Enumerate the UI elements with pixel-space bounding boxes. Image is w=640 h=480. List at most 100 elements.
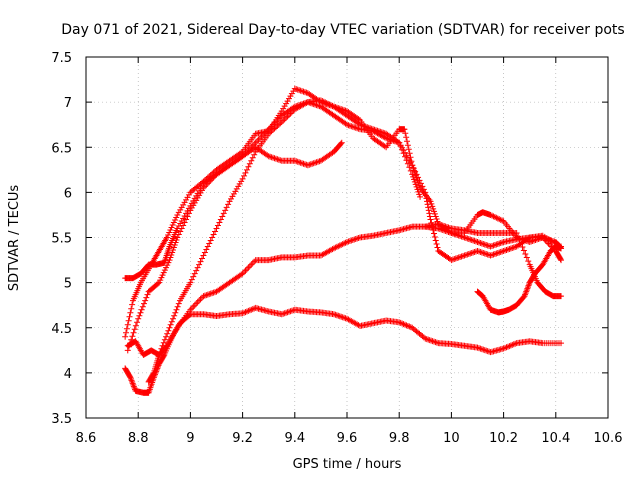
data-point [222, 207, 229, 214]
data-point [448, 257, 455, 264]
data-point [197, 296, 204, 303]
x-axis-label: GPS time / hours [293, 457, 402, 472]
data-point [287, 110, 294, 117]
data-point [294, 158, 301, 165]
data-point [415, 174, 422, 181]
data-point [484, 242, 491, 249]
data-point [474, 344, 481, 351]
data-point [280, 117, 287, 124]
data-point [336, 242, 343, 249]
data-point [442, 223, 449, 230]
data-point [480, 346, 487, 353]
data-point [464, 235, 471, 242]
data-point [223, 204, 230, 211]
data-point [307, 100, 314, 107]
data-point [183, 216, 190, 223]
data-point [496, 240, 503, 247]
data-point [252, 139, 259, 146]
data-point [344, 121, 350, 128]
data-point [407, 159, 414, 166]
data-point [338, 313, 345, 320]
data-point [439, 222, 446, 229]
data-point [296, 87, 303, 94]
data-point [346, 238, 353, 245]
data-point [214, 222, 221, 229]
data-point [193, 300, 200, 307]
data-point [165, 259, 172, 266]
data-point [181, 199, 188, 206]
data-point [185, 210, 192, 217]
x-tick-label: 10.6 [594, 431, 623, 446]
data-point [403, 134, 410, 141]
data-point [434, 244, 441, 251]
data-point [169, 249, 176, 256]
data-point [462, 235, 469, 242]
data-point [342, 315, 349, 322]
data-point [170, 244, 177, 251]
data-point [430, 205, 437, 212]
data-point [400, 150, 407, 157]
data-point [184, 213, 191, 220]
data-point [220, 210, 227, 217]
data-point [245, 264, 252, 271]
data-point [246, 263, 253, 270]
data-point [333, 312, 340, 319]
data-point [433, 215, 440, 222]
data-point [351, 124, 358, 131]
data-point [196, 261, 203, 268]
data-point [412, 168, 419, 175]
data-point [293, 86, 300, 93]
data-point [405, 146, 412, 153]
data-point [270, 154, 277, 161]
data-point [397, 319, 404, 326]
data-point [494, 250, 501, 257]
data-point [404, 322, 411, 329]
data-point [267, 153, 274, 160]
data-point [520, 247, 527, 254]
data-point [499, 239, 506, 246]
x-tick-label: 9.4 [284, 431, 305, 446]
data-point [203, 246, 210, 253]
data-point [160, 269, 167, 276]
data-point [166, 324, 173, 331]
y-tick-label: 6 [64, 186, 72, 201]
data-point [157, 348, 164, 355]
data-point [457, 254, 464, 261]
data-point [242, 267, 249, 274]
data-point [355, 235, 362, 242]
data-point [171, 312, 178, 319]
data-point [272, 155, 279, 162]
data-point [196, 297, 203, 304]
data-point [150, 370, 157, 377]
data-point [414, 186, 421, 193]
data-point [478, 346, 485, 353]
data-point [417, 180, 424, 187]
data-point [246, 160, 253, 167]
data-point [339, 241, 346, 248]
data-point [549, 238, 556, 245]
data-point [341, 314, 348, 321]
data-point [468, 250, 475, 257]
data-point [328, 102, 335, 109]
data-point [341, 240, 348, 247]
data-point [401, 126, 408, 133]
data-point [406, 150, 413, 157]
data-point [510, 244, 517, 251]
data-point [243, 266, 250, 273]
data-point [433, 339, 440, 346]
data-point [337, 140, 344, 147]
data-point [417, 193, 424, 200]
data-point [470, 237, 477, 244]
data-point [283, 114, 290, 121]
data-point [278, 118, 285, 125]
data-point [319, 98, 326, 105]
data-point [381, 134, 388, 141]
data-point [238, 271, 245, 278]
x-tick-label: 9.6 [337, 431, 358, 446]
data-point [487, 243, 494, 250]
data-point [170, 219, 177, 226]
data-point [251, 151, 258, 158]
data-point [468, 237, 475, 244]
data-point [470, 249, 477, 256]
data-point [275, 121, 282, 128]
